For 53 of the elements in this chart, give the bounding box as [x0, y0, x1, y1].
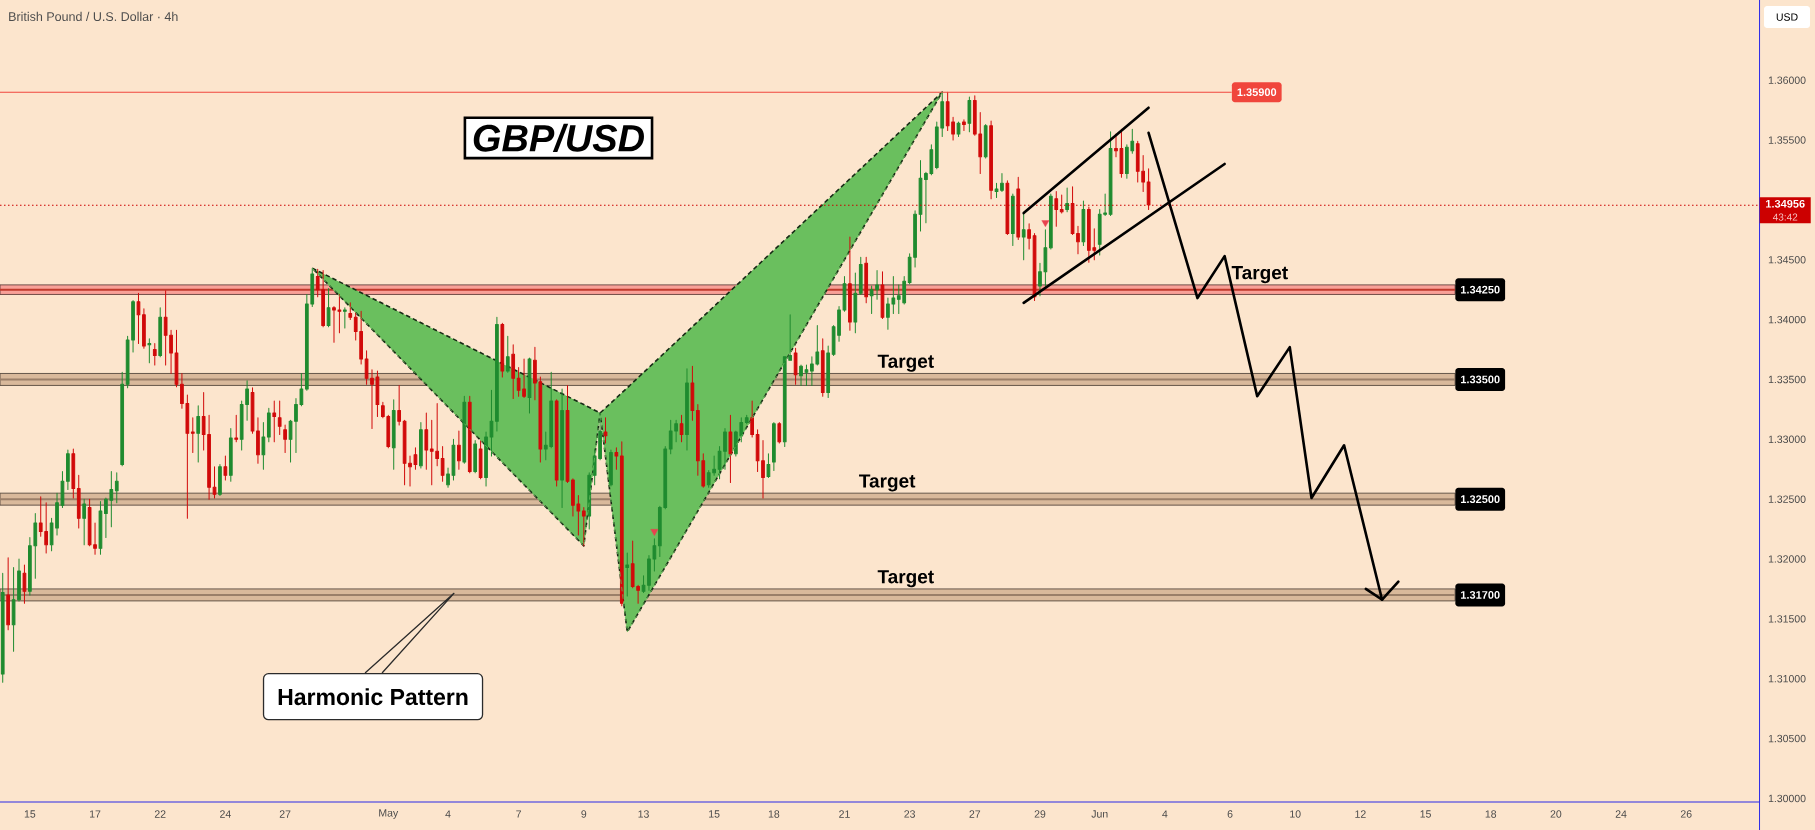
y-tick-label: 1.31000: [1768, 675, 1806, 683]
y-tick-label: 1.30500: [1768, 734, 1806, 743]
text: GBP/USD: [473, 123, 644, 153]
y-tick-label: 1.34500: [1768, 256, 1806, 264]
x-tick-label: 27: [279, 810, 291, 818]
ref-line-label: 1.35900: [1237, 88, 1277, 97]
y-tick-label: 1.31500: [1768, 615, 1806, 623]
band-label: Target: [1231, 266, 1288, 284]
x-tick-label: 4: [445, 810, 451, 818]
y-tick-label: 1.30000: [1768, 794, 1806, 803]
x-tick-label: 6: [1227, 810, 1233, 818]
x-tick-label: 18: [1485, 810, 1497, 818]
y-tick-label: 1.33500: [1768, 375, 1806, 384]
x-tick-label: 26: [1680, 810, 1692, 818]
x-tick-label: 15: [709, 810, 720, 818]
y-tick-label: 1.34000: [1768, 315, 1806, 324]
ref-line-label: 1.33500: [1461, 375, 1500, 384]
x-tick-label: 7: [516, 810, 522, 818]
x-tick-label: Jun: [1091, 810, 1108, 818]
y-tick-label: 1.33000: [1768, 435, 1806, 444]
x-tick-label: 21: [839, 810, 850, 818]
band-label: Target: [877, 354, 934, 372]
band-label: Target: [877, 570, 934, 588]
x-tick-label: 12: [1355, 810, 1366, 818]
ref-line-label: 1.31700: [1461, 591, 1500, 599]
ref-line-label: 1.34956: [1766, 199, 1805, 208]
text: 43:42: [1772, 213, 1798, 221]
x-tick-label: 13: [638, 810, 649, 818]
x-tick-label: 29: [1034, 810, 1046, 818]
x-tick-label: 10: [1290, 810, 1301, 818]
x-tick-label: 4: [1162, 810, 1168, 818]
band-label: Target: [859, 474, 916, 492]
x-tick-label: 22: [154, 810, 166, 818]
ref-line-label: 1.32500: [1461, 495, 1500, 504]
x-tick-label: 15: [24, 810, 36, 818]
x-tick-label: 18: [768, 810, 780, 818]
x-tick-label: 24: [220, 810, 231, 818]
y-tick-label: 1.36000: [1768, 76, 1806, 84]
x-tick-label: 9: [581, 810, 587, 818]
x-tick-label: 17: [90, 810, 101, 818]
ref-line-label: 1.34250: [1461, 285, 1500, 294]
x-tick-label: 27: [969, 810, 981, 818]
y-tick-label: 1.32000: [1768, 555, 1806, 563]
x-tick-label: 15: [1420, 810, 1431, 818]
y-tick-label: 1.32500: [1768, 495, 1806, 503]
y-axis-title: USD: [1776, 13, 1798, 21]
text: British Pound / U.S. Dollar · 4h: [9, 11, 178, 22]
y-tick-label: 1.35500: [1768, 136, 1806, 144]
x-tick-label: 20: [1550, 810, 1562, 818]
x-tick-label: 23: [904, 810, 916, 818]
x-tick-label: 24: [1615, 810, 1627, 818]
annotation: Harmonic Pattern: [278, 688, 468, 706]
x-tick-label: May: [379, 809, 399, 819]
